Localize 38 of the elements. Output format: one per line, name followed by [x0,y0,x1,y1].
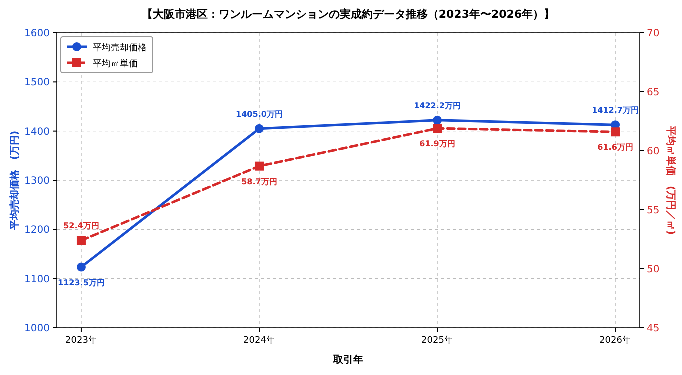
data-label: 1422.2万円 [414,101,461,110]
y-axis-title: 平均売却価格 (万円) [9,130,21,232]
y-tick-label: 1500 [24,78,50,89]
y-tick-label: 1300 [24,176,50,187]
legend-label: 平均売却価格 [93,42,147,54]
point [76,262,86,272]
y2-tick-label: 45 [647,324,660,334]
data-label: 1405.0万円 [236,110,283,119]
data-label: 58.7万円 [242,177,278,186]
y2-tick-label: 55 [647,206,660,216]
y-tick-label: 1400 [24,126,50,138]
legend-label: 平均㎡単価 [93,58,138,70]
y-tick-label: 1100 [24,274,50,286]
chart-title: 【大阪市港区：ワンルームマンションの実成約データ推移（2023年〜2026年）】 [142,8,556,21]
y-tick-label: 1000 [24,324,50,334]
x-tick-label: 2025年 [422,335,454,346]
y-tick-label: 1600 [24,28,50,40]
point [433,124,442,134]
data-label: 61.6万円 [598,143,634,152]
x-tick-label: 2024年 [244,335,276,346]
point [254,162,264,171]
x-tick-label: 2023年 [66,335,98,346]
data-label: 1412.7万円 [592,106,639,116]
x-tick-label: 2026年 [600,335,632,346]
y2-tick-label: 50 [647,264,660,276]
y2-axis-title: 平均㎡単価 (万円／㎡) [665,124,677,236]
data-label: 1123.5万円 [58,278,105,288]
point [611,128,620,137]
point [433,116,442,125]
y2-tick-label: 70 [647,28,660,40]
y-tick-label: 1200 [24,225,50,236]
y2-tick-label: 65 [647,88,660,98]
point [76,236,86,246]
data-label: 61.9万円 [420,140,456,149]
point [254,124,264,134]
data-label: 52.4万円 [64,222,100,231]
y2-tick-label: 60 [647,146,660,158]
x-axis-title: 取引年 [332,354,364,366]
